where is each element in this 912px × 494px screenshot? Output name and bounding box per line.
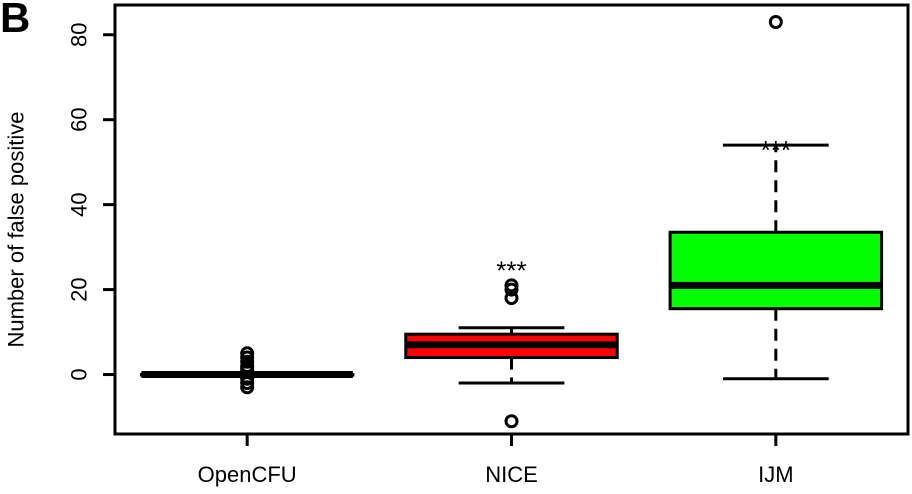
y-tick-label: 0 xyxy=(67,368,92,380)
plot-frame xyxy=(113,3,910,436)
panel-label: B xyxy=(0,0,31,41)
x-tick-label: NICE xyxy=(485,462,538,487)
box-ijm xyxy=(668,230,884,311)
y-tick-label: 80 xyxy=(67,22,92,46)
x-tick-label: OpenCFU xyxy=(198,462,297,487)
x-tick-label: IJM xyxy=(758,462,793,487)
y-tick-label: 20 xyxy=(67,277,92,301)
y-axis-label: Number of false positive xyxy=(4,112,29,348)
outlier-point xyxy=(504,291,519,306)
outlier-point xyxy=(768,14,783,29)
y-tick-label: 60 xyxy=(67,107,92,131)
outlier-point xyxy=(504,414,519,429)
outlier-point xyxy=(240,380,255,395)
y-tick-label: 40 xyxy=(67,192,92,216)
outlier-point xyxy=(504,282,519,297)
significance-annotation: *** xyxy=(761,135,791,165)
significance-annotation: *** xyxy=(496,255,526,285)
outlier-point xyxy=(240,363,255,378)
